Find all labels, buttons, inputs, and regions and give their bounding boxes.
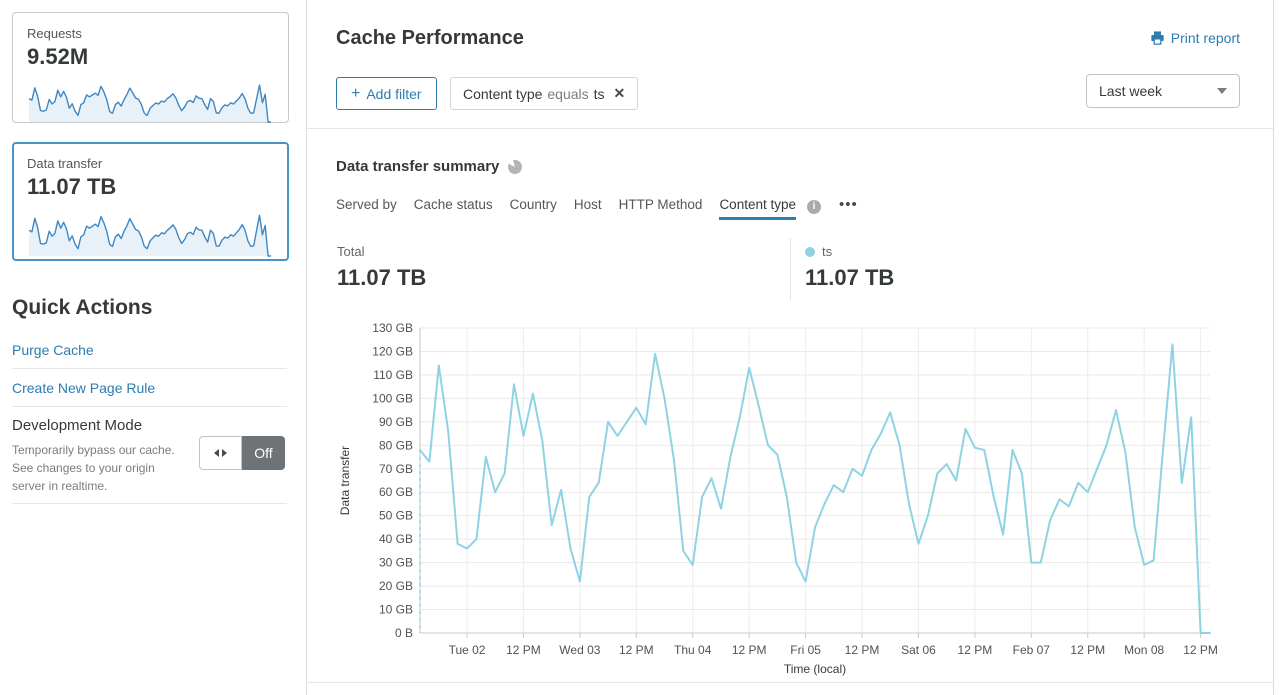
- development-mode-description: Temporarily bypass our cache. See change…: [12, 443, 175, 493]
- svg-text:Thu 04: Thu 04: [674, 643, 712, 657]
- svg-text:12 PM: 12 PM: [958, 643, 993, 657]
- summary-title: Data transfer summary: [336, 158, 500, 175]
- filter-operator: equals: [547, 85, 589, 102]
- svg-text:110 GB: 110 GB: [373, 368, 413, 382]
- legend-dot-icon: [805, 246, 815, 257]
- sidebar: Requests 9.52M Data transfer 11.07 TB Qu…: [0, 0, 306, 695]
- svg-text:12 PM: 12 PM: [845, 643, 880, 657]
- svg-text:50 GB: 50 GB: [379, 509, 413, 523]
- svg-text:Data transfer: Data transfer: [338, 446, 352, 515]
- data-transfer-card[interactable]: Data transfer 11.07 TB: [12, 142, 289, 261]
- page-title: Cache Performance: [336, 27, 524, 49]
- svg-text:100 GB: 100 GB: [372, 391, 413, 405]
- filter-field: Content type: [463, 85, 543, 102]
- divider: [12, 406, 287, 407]
- data-transfer-label: Data transfer: [27, 156, 103, 171]
- svg-text:60 GB: 60 GB: [379, 485, 413, 499]
- requests-sparkline: [28, 84, 271, 123]
- total-value: 11.07 TB: [337, 265, 427, 290]
- svg-text:20 GB: 20 GB: [379, 579, 413, 593]
- line-chart-svg[interactable]: 0 B 10 GB 20 GB 30 GB 40 GB 50 GB 60 GB 70 GB 80…: [335, 318, 1240, 684]
- time-range-value: Last week: [1099, 83, 1163, 99]
- svg-text:40 GB: 40 GB: [379, 532, 413, 546]
- filter-close-icon[interactable]: ✕: [613, 85, 626, 101]
- divider: [790, 238, 791, 300]
- filter-value: ts: [593, 85, 605, 102]
- add-filter-button[interactable]: + Add filter: [336, 77, 437, 110]
- svg-text:Tue 02: Tue 02: [449, 643, 486, 657]
- chevron-down-icon: [1217, 88, 1227, 94]
- info-icon[interactable]: i: [807, 199, 821, 214]
- svg-text:0 B: 0 B: [395, 626, 413, 640]
- data-transfer-value: 11.07 TB: [27, 174, 117, 199]
- svg-text:12 PM: 12 PM: [1183, 643, 1218, 657]
- svg-text:30 GB: 30 GB: [379, 556, 413, 570]
- printer-icon: [1151, 31, 1164, 45]
- legend-item-ts[interactable]: ts: [805, 244, 832, 259]
- filter-chip[interactable]: Content type equals ts ✕: [450, 77, 639, 110]
- divider: [306, 682, 1273, 683]
- tab-content-type[interactable]: Content type: [719, 197, 796, 220]
- svg-text:80 GB: 80 GB: [379, 438, 413, 452]
- quick-actions-title: Quick Actions: [12, 296, 153, 319]
- print-report-label: Print report: [1170, 30, 1240, 46]
- svg-text:120 GB: 120 GB: [372, 344, 413, 358]
- data-transfer-chart[interactable]: 0 B 10 GB 20 GB 30 GB 40 GB 50 GB 60 GB 70 GB 80…: [335, 318, 1240, 684]
- summary-tabs: Served by Cache status Country Host HTTP Met…: [336, 196, 858, 220]
- svg-text:90 GB: 90 GB: [379, 415, 413, 429]
- time-range-select[interactable]: Last week: [1086, 74, 1240, 108]
- requests-label: Requests: [27, 26, 82, 41]
- svg-text:70 GB: 70 GB: [379, 462, 413, 476]
- requests-value: 9.52M: [27, 44, 89, 69]
- divider: [306, 128, 1273, 129]
- divider: [12, 503, 287, 504]
- toggle-arrows-icon: [199, 436, 242, 470]
- data-transfer-sparkline: [28, 214, 271, 257]
- svg-text:Feb 07: Feb 07: [1013, 643, 1051, 657]
- svg-text:10 GB: 10 GB: [379, 603, 413, 617]
- print-report-link[interactable]: Print report: [1150, 30, 1240, 46]
- tab-country[interactable]: Country: [509, 197, 557, 212]
- svg-text:130 GB: 130 GB: [372, 321, 413, 335]
- tab-http-method[interactable]: HTTP Method: [618, 197, 703, 212]
- main-right-border: [1273, 0, 1274, 695]
- svg-text:12 PM: 12 PM: [506, 643, 541, 657]
- tab-host[interactable]: Host: [573, 197, 602, 212]
- svg-text:Sat 06: Sat 06: [901, 643, 936, 657]
- add-filter-label: Add filter: [366, 85, 422, 102]
- svg-text:12 PM: 12 PM: [619, 643, 654, 657]
- toggle-off-state: Off: [242, 436, 285, 470]
- requests-card[interactable]: Requests 9.52M: [12, 12, 289, 123]
- development-mode-toggle[interactable]: Off: [199, 436, 285, 470]
- total-label: Total: [337, 244, 365, 259]
- svg-text:12 PM: 12 PM: [732, 643, 767, 657]
- legend-name: ts: [822, 244, 833, 259]
- sidebar-main-divider: [306, 0, 307, 695]
- plus-icon: +: [351, 84, 361, 102]
- development-mode-label: Development Mode: [12, 417, 143, 434]
- svg-text:Mon 08: Mon 08: [1124, 643, 1164, 657]
- svg-text:Wed 03: Wed 03: [559, 643, 600, 657]
- create-page-rule-link[interactable]: Create New Page Rule: [12, 380, 156, 396]
- svg-text:12 PM: 12 PM: [1070, 643, 1105, 657]
- legend-value: 11.07 TB: [805, 265, 895, 290]
- more-tabs-button[interactable]: •••: [839, 196, 858, 213]
- tab-cache-status[interactable]: Cache status: [413, 197, 493, 212]
- svg-text:Time (local): Time (local): [784, 662, 846, 676]
- purge-cache-link[interactable]: Purge Cache: [12, 342, 94, 358]
- tab-served-by[interactable]: Served by: [336, 197, 397, 212]
- svg-text:Fri 05: Fri 05: [790, 643, 821, 657]
- divider: [12, 368, 287, 369]
- pie-chart-icon: [508, 159, 523, 174]
